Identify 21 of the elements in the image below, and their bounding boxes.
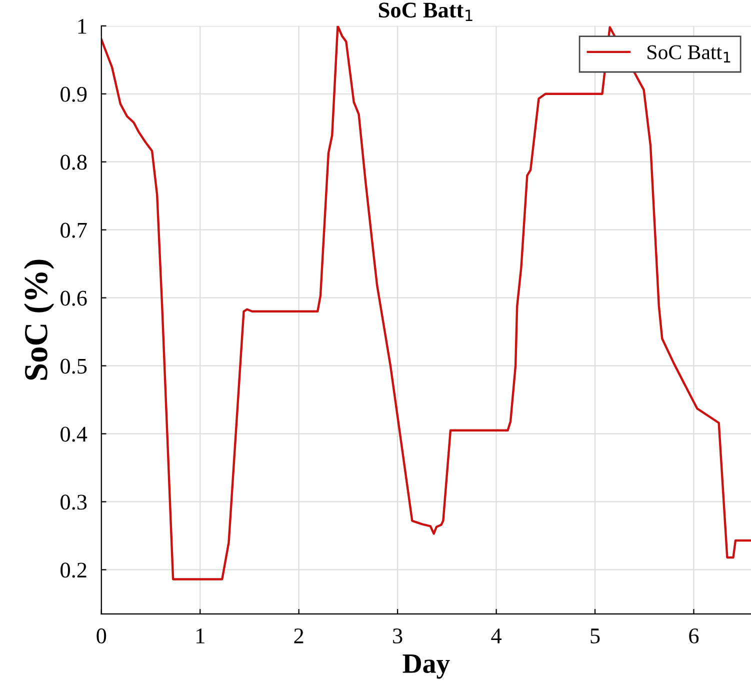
y-tick-label: 0.2 (60, 562, 86, 578)
y-tick-label: 0.9 (60, 86, 87, 102)
x-tick-label: 3 (393, 628, 402, 644)
y-axis-title: SoC (%) (24, 260, 54, 380)
y-tick-label: 1 (78, 18, 86, 34)
x-tick-label: 0 (96, 628, 106, 644)
y-tick-label: 0.6 (60, 290, 87, 306)
y-tick-label: 0.7 (60, 222, 87, 238)
x-tick-label: 6 (689, 628, 699, 644)
y-tick-label: 0.5 (60, 358, 87, 374)
chart-title: SoC Batt$_{1}$ (379, 2, 472, 22)
y-tick-label: 0.8 (60, 154, 87, 170)
y-tick-label: 0.3 (60, 494, 87, 510)
line-series (101, 26, 751, 580)
y-tick-label: 0.4 (60, 426, 88, 442)
x-axis-title: Day (402, 654, 450, 679)
x-tick-label: 5 (590, 628, 600, 644)
x-tick-label: 4 (491, 628, 502, 644)
x-tick-label: 2 (294, 628, 304, 644)
x-tick-label: 1 (196, 628, 204, 644)
legend-label: SoC Batt$_{1}$ (648, 45, 730, 62)
